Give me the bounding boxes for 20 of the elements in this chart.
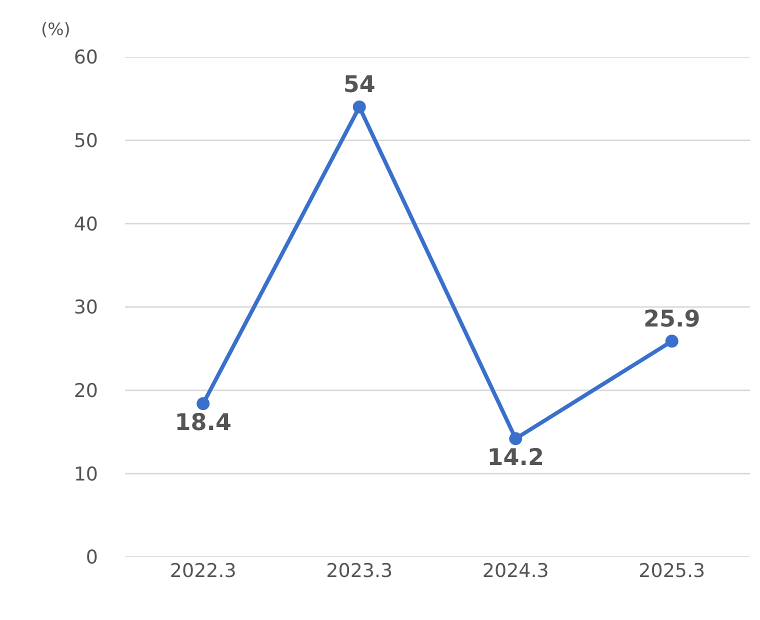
y-tick-label: 50 — [74, 130, 98, 152]
y-tick-label: 30 — [74, 296, 98, 319]
y-tick-label: 40 — [74, 213, 98, 236]
x-tick-label: 2022.3 — [170, 560, 236, 582]
point — [509, 432, 522, 446]
y-tick-label: 10 — [74, 463, 98, 486]
point — [665, 334, 678, 348]
y-axis-title: (%) — [41, 20, 70, 40]
point — [352, 100, 366, 114]
y-tick-label: 0 — [86, 546, 98, 569]
x-tick-label: 2024.3 — [482, 560, 549, 582]
data-label: 54 — [343, 72, 376, 98]
data-label: 18.4 — [174, 410, 232, 436]
x-tick-label: 2025.3 — [638, 560, 706, 582]
point — [196, 397, 210, 410]
y-tick-label: 20 — [74, 380, 98, 402]
data-label: 14.2 — [487, 445, 544, 472]
y-tick-label: 60 — [74, 46, 98, 69]
x-tick-label: 2023.3 — [326, 560, 393, 582]
data-label: 25.9 — [644, 306, 700, 332]
